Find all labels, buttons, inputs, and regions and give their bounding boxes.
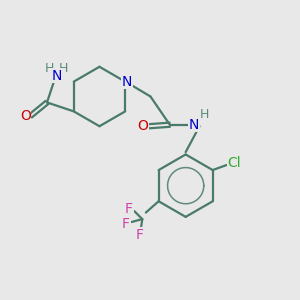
Text: N: N — [189, 118, 200, 132]
Text: H: H — [200, 108, 209, 121]
Text: O: O — [138, 119, 148, 133]
Text: H: H — [59, 62, 69, 75]
Text: O: O — [20, 109, 31, 123]
Text: Cl: Cl — [228, 156, 241, 170]
Text: N: N — [122, 75, 132, 88]
Text: N: N — [51, 69, 62, 83]
Text: F: F — [125, 202, 133, 216]
Text: F: F — [135, 228, 143, 242]
Text: H: H — [44, 62, 54, 75]
Text: F: F — [122, 217, 130, 231]
